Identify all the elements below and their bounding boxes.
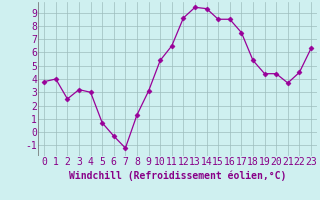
X-axis label: Windchill (Refroidissement éolien,°C): Windchill (Refroidissement éolien,°C)	[69, 170, 286, 181]
